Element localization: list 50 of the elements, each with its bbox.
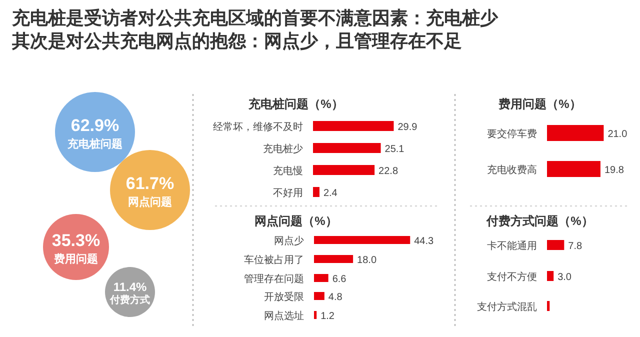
y-tick-label: 车位被占用了 — [244, 254, 304, 266]
y-tick-label: 卡不能通用 — [487, 240, 537, 252]
category-label: 付费方式 — [109, 294, 150, 306]
chart-title: 网点问题（%） — [254, 214, 338, 228]
data-label: 44.3 — [414, 236, 434, 247]
y-tick-label: 支付方式混乱 — [477, 301, 537, 313]
text: 充电桩是受访者对公共充电区域的首要不满意因素：充电桩少 — [11, 8, 499, 28]
chart-title: 费用问题（%） — [498, 97, 582, 111]
data-label: 3.0 — [558, 272, 572, 283]
y-tick-label: 网点选址 — [264, 310, 304, 322]
data-label: 4.8 — [328, 292, 343, 303]
data-label: 22.8 — [378, 166, 398, 177]
y-tick-label: 管理存在问题 — [244, 273, 304, 285]
bar — [313, 165, 375, 175]
chart-title: 充电桩问题（%） — [248, 97, 344, 111]
data-label: 6.6 — [332, 274, 347, 285]
data-label: 29.9 — [398, 122, 418, 133]
data-label: 18.0 — [357, 255, 377, 266]
y-tick-label: 经常坏，维修不及时 — [213, 121, 303, 133]
y-tick-label: 充电桩少 — [263, 143, 303, 155]
data-label: 11.4% — [113, 280, 148, 294]
bar — [313, 187, 320, 197]
bar — [314, 236, 410, 244]
bar — [314, 274, 328, 282]
y-tick-label: 要交停车费 — [487, 128, 537, 140]
y-tick-label: 充电收费高 — [487, 164, 537, 176]
y-tick-label: 充电慢 — [273, 165, 303, 177]
data-label: 1.2 — [320, 311, 335, 322]
bar — [314, 292, 324, 300]
y-tick-label: 开放受限 — [264, 291, 304, 303]
y-tick-label: 支付不方便 — [487, 271, 537, 283]
data-label: 2.4 — [323, 188, 338, 199]
y-tick-label: 不好用 — [273, 188, 303, 199]
category-label: 网点问题 — [128, 195, 172, 208]
data-label: 62.9% — [70, 116, 120, 135]
data-label: 7.8 — [568, 241, 582, 252]
bar — [314, 255, 354, 263]
chart-title: 付费方式问题（%） — [486, 214, 594, 228]
data-label: 61.7% — [126, 174, 174, 193]
bar — [313, 143, 381, 153]
y-tick-label: 网点少 — [274, 235, 304, 247]
text: 其次是对公共充电网点的抱怨：网点少，且管理存在不足 — [11, 31, 462, 51]
data-label: 19.8 — [604, 165, 624, 176]
data-label: 25.1 — [384, 144, 405, 155]
bar — [313, 121, 394, 131]
data-label: 35.3% — [52, 231, 100, 250]
category-label: 费用问题 — [53, 252, 98, 266]
category-label: 充电桩问题 — [66, 137, 122, 150]
bar — [314, 311, 317, 319]
data-label: 21.0 — [608, 129, 628, 140]
